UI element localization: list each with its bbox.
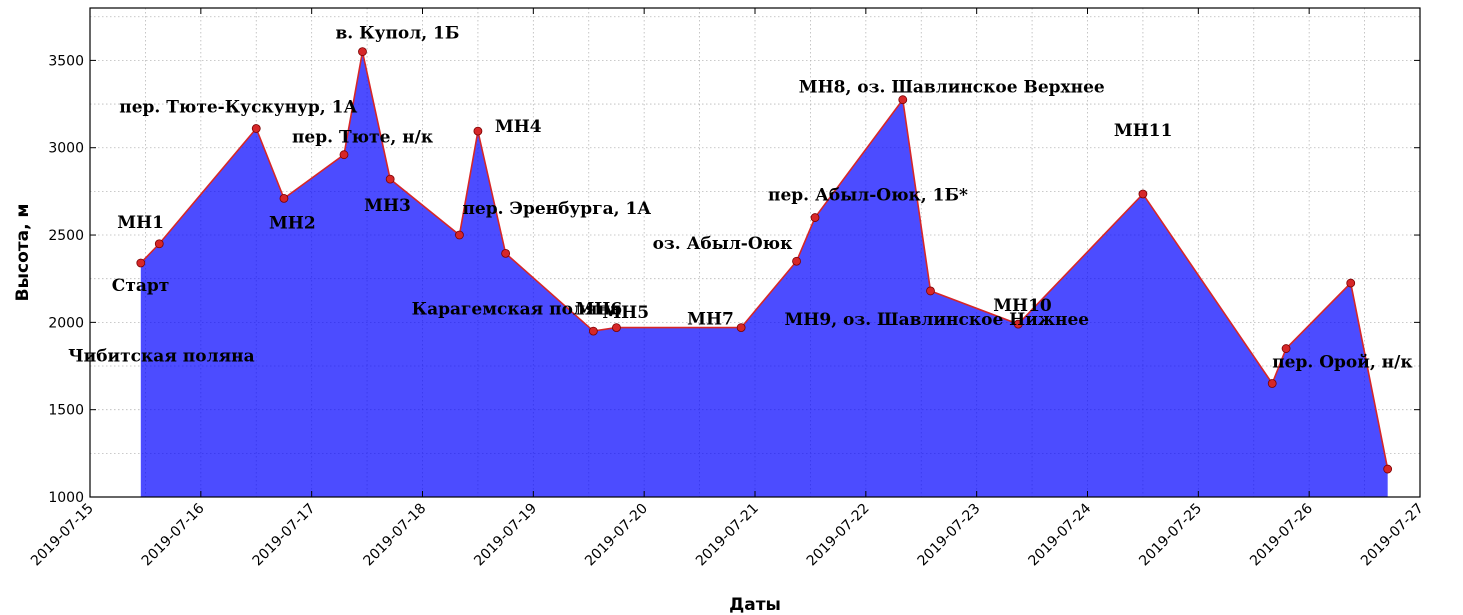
x-tick-label: 2019-07-17: [250, 501, 319, 570]
point-annotation: пер. Эренбурга, 1А: [462, 199, 651, 219]
point-annotation: пер. Абыл-Оюк, 1Б*: [768, 186, 968, 206]
data-point: [1281, 344, 1291, 353]
point-annotation: МН4: [495, 117, 542, 137]
data-point: [736, 323, 746, 332]
x-tick-label: 2019-07-16: [139, 500, 208, 569]
data-point: [339, 150, 349, 160]
point-annotation: МН8, оз. Шавлинское Верхнее: [799, 78, 1105, 98]
x-tick-label: 2019-07-22: [804, 501, 873, 570]
point-annotation: МН5: [602, 303, 649, 323]
x-tick-label: 2019-07-15: [28, 501, 97, 570]
annotations: Старт МН1 пер. Тюте-Кускунур, 1А МН2 пер. Тю…: [68, 24, 1413, 373]
x-tick-label: 2019-07-24: [1025, 500, 1094, 569]
data-point: [1267, 379, 1277, 388]
point-annotation: МН11: [1114, 121, 1173, 141]
x-axis-label: Даты: [729, 595, 781, 615]
data-point: [385, 174, 395, 184]
elevation-area: [140, 51, 1388, 498]
x-tick-label: 2019-07-20: [582, 501, 651, 570]
data-point: [1138, 189, 1148, 199]
data-point: [612, 323, 621, 332]
point-annotation: в. Купол, 1Б: [335, 24, 459, 44]
data-point: [154, 239, 164, 249]
data-point: [455, 230, 464, 240]
data-point: [279, 193, 289, 203]
data-points: [136, 47, 1393, 474]
x-tick-label: 2019-07-18: [360, 501, 429, 570]
point-annotation: МН7: [687, 310, 734, 330]
y-tick-label: 2500: [48, 228, 84, 244]
y-axis-label: Высота, м: [13, 204, 33, 302]
data-point: [898, 95, 908, 105]
data-point: [588, 326, 598, 336]
x-tick-label: 2019-07-26: [1247, 500, 1316, 569]
y-tick-label: 2000: [48, 315, 84, 331]
point-annotation: МН2: [269, 213, 316, 233]
point-annotation: оз. Абыл-Оюк: [653, 234, 794, 254]
data-point: [792, 256, 801, 266]
data-point: [810, 213, 820, 222]
y-tick-label: 1500: [48, 403, 84, 419]
point-annotation: Старт: [112, 276, 170, 296]
y-tick-label: 3000: [48, 141, 84, 157]
data-point: [926, 286, 935, 296]
point-annotation: Чибитская поляна: [68, 347, 255, 367]
point-annotation: пер. Тюте-Кускунур, 1А: [119, 98, 357, 118]
data-point: [501, 248, 511, 258]
x-tick-label: 2019-07-21: [693, 501, 762, 570]
x-tick-label: 2019-07-27: [1358, 501, 1427, 570]
point-annotation: пер. Орой, н/к: [1272, 352, 1413, 372]
x-tick-label: 2019-07-25: [1136, 501, 1205, 570]
point-annotation: МН9, оз. Шавлинское Нижнее: [784, 310, 1089, 330]
x-tick-label: 2019-07-19: [471, 501, 540, 570]
data-point: [1346, 278, 1356, 288]
data-point: [251, 124, 261, 133]
data-point: [1013, 319, 1023, 329]
x-tick-label: 2019-07-23: [915, 501, 984, 570]
y-tick-label: 3500: [48, 53, 84, 69]
point-annotation: МН6: [575, 300, 622, 320]
data-point: [136, 258, 146, 268]
point-annotation: МН1: [117, 213, 164, 233]
point-annotation: пер. Тюте, н/к: [292, 128, 434, 148]
y-tick-label: 1000: [48, 490, 84, 506]
point-annotation: МН3: [364, 196, 411, 216]
data-point: [358, 47, 367, 57]
point-annotation: Карагемская поляна: [412, 299, 621, 319]
elevation-fill: [140, 51, 1388, 498]
data-point: [473, 126, 483, 136]
data-point: [1383, 464, 1393, 474]
point-annotation: МН10: [993, 296, 1052, 316]
